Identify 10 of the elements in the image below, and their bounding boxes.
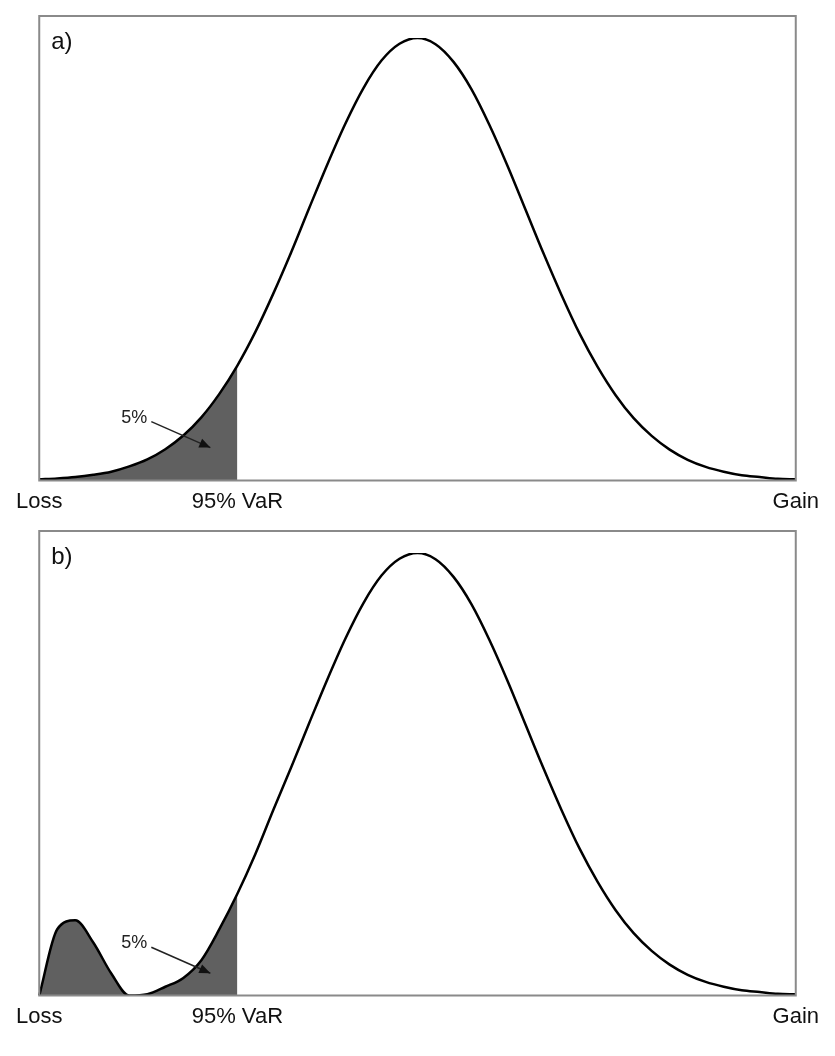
annotation: 5%	[121, 932, 148, 953]
chart-title: a)	[51, 26, 73, 54]
x-tick-label: Loss	[15, 487, 63, 513]
chart-title: b)	[51, 541, 73, 569]
annotation: 5%	[121, 406, 148, 427]
x-tick-label: 95% VaR	[191, 487, 284, 513]
x-tick-label: Gain	[772, 1002, 820, 1028]
x-tick-label: 95% VaR	[191, 1002, 284, 1028]
x-tick-label: Gain	[772, 487, 820, 513]
x-tick-label: Loss	[15, 1002, 63, 1028]
